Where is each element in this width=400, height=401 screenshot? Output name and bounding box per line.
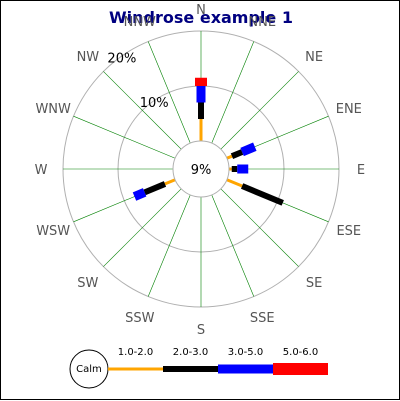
direction-label-s: S xyxy=(197,323,205,338)
petal-ese-segment-2 xyxy=(240,183,284,206)
direction-label-ene: ENE xyxy=(336,102,362,117)
petal-ene-segment-2 xyxy=(230,149,244,159)
direction-label-e: E xyxy=(357,163,365,178)
grid-spoke-se xyxy=(220,188,299,267)
petal-ene-segment-1 xyxy=(226,154,233,160)
petal-ene xyxy=(226,142,257,160)
direction-label-wnw: WNW xyxy=(35,102,71,117)
ring-label-1: 10% xyxy=(140,96,169,111)
direction-label-nne: NNE xyxy=(248,15,276,30)
direction-label-ne: NE xyxy=(305,50,323,65)
ring-label-2: 20% xyxy=(107,51,136,66)
grid xyxy=(62,30,340,308)
grid-spoke-sw xyxy=(103,188,182,267)
legend-label-2: 2.0-3.0 xyxy=(173,347,208,358)
calm-label: Calm xyxy=(76,364,102,375)
petal-ese xyxy=(226,178,284,206)
petal-wsw-segment-2 xyxy=(143,181,167,196)
petal-ene-segment-3 xyxy=(240,142,257,157)
direction-label-nw: NW xyxy=(77,50,100,65)
grid-spoke-nw xyxy=(103,71,182,150)
legend: Calm 1.0-2.0 2.0-3.0 3.0-5.0 5.0-6.0 xyxy=(69,347,328,389)
direction-label-n: N xyxy=(196,3,206,18)
center-circle xyxy=(172,140,230,198)
center-label: 9% xyxy=(191,163,212,178)
direction-labels: N NNE NE ENE E ESE SE SSE S SSW SW WSW W WNW NW NNW xyxy=(35,3,366,338)
chart-title: Windrose example 1 xyxy=(109,8,293,27)
legend-label-3: 3.0-5.0 xyxy=(228,347,263,358)
grid-spoke-ne xyxy=(220,71,299,150)
direction-label-se: SE xyxy=(306,276,322,291)
ring-labels: 10% 20% xyxy=(107,51,168,110)
direction-label-wsw: WSW xyxy=(36,224,70,239)
direction-label-ese: ESE xyxy=(336,224,361,239)
petals xyxy=(132,77,284,206)
legend-label-4: 5.0-6.0 xyxy=(283,347,318,358)
grid-spoke-ssw xyxy=(147,194,191,297)
petal-wsw-segment-3 xyxy=(132,188,147,201)
grid-spoke-nnw xyxy=(147,41,191,144)
direction-label-ssw: SSW xyxy=(125,311,155,326)
direction-label-nnw: NNW xyxy=(124,15,156,30)
petal-wsw xyxy=(132,178,176,201)
petal-wsw-segment-1 xyxy=(164,178,176,186)
petal-ese-segment-1 xyxy=(226,178,243,188)
direction-label-sw: SW xyxy=(77,276,98,291)
grid-spoke-wnw xyxy=(73,115,176,159)
grid-spoke-nne xyxy=(211,41,255,144)
grid-spoke-sse xyxy=(211,194,255,297)
legend-label-1: 1.0-2.0 xyxy=(118,347,153,358)
direction-label-sse: SSE xyxy=(250,311,275,326)
legend-items: 1.0-2.0 2.0-3.0 3.0-5.0 5.0-6.0 xyxy=(108,347,328,375)
direction-label-w: W xyxy=(35,163,48,178)
